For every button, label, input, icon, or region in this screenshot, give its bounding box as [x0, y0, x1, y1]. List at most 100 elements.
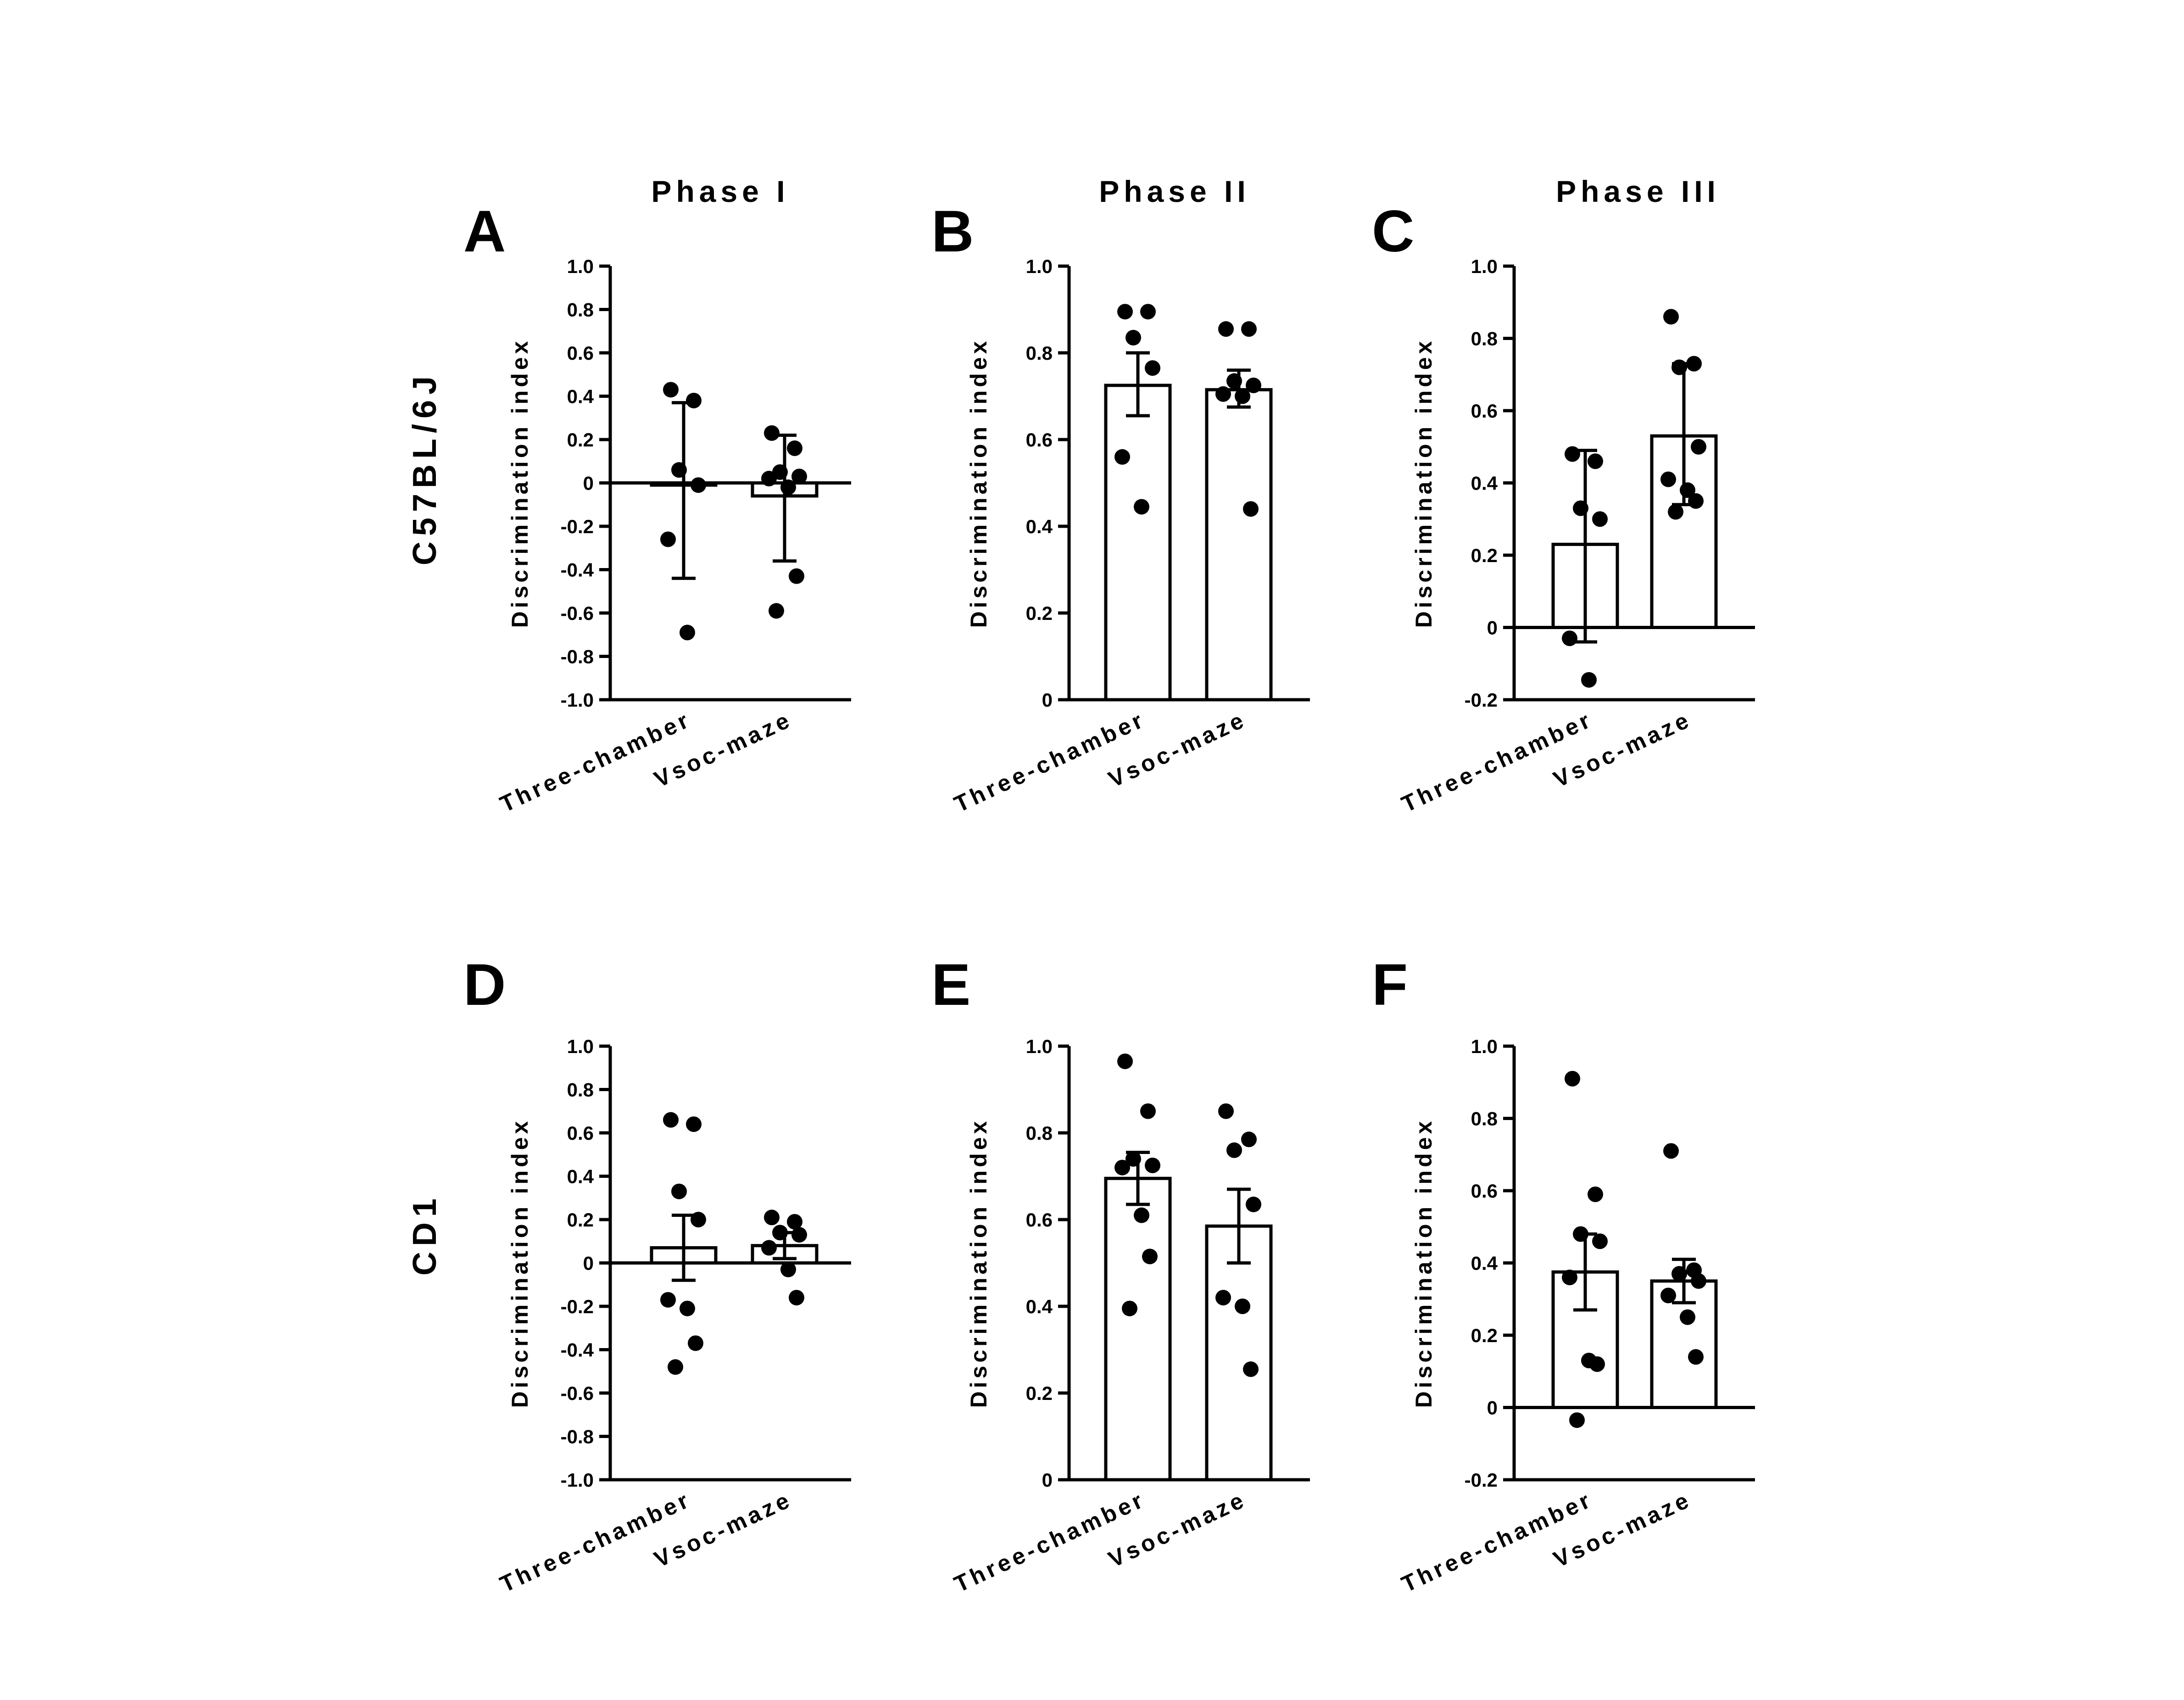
data-point	[1562, 630, 1577, 647]
y-tick-label: 0.8	[1026, 1122, 1053, 1144]
chart-panel-a: A Discrimination index -1.0 -0.8 -0.6 -0.4 -0.…	[463, 199, 851, 817]
data-point	[780, 1261, 796, 1277]
data-point	[1686, 356, 1702, 372]
y-axis-title: Discrimination index	[507, 1118, 533, 1408]
data-point	[1142, 1249, 1158, 1265]
y-tick-label: -0.6	[561, 1382, 594, 1404]
y-tick-label: 1.0	[567, 256, 594, 277]
row-label-cd1: CD1	[407, 1193, 443, 1276]
y-tick-label: 0	[1487, 1397, 1498, 1419]
data-point	[1588, 453, 1603, 469]
y-tick-label: 0.6	[1471, 1180, 1498, 1202]
data-point	[671, 1183, 687, 1199]
y-tick-label: -1.0	[561, 689, 594, 711]
data-point	[1145, 360, 1160, 376]
panel-letter: C	[1372, 199, 1414, 264]
y-tick-label: 0.8	[567, 299, 594, 321]
y-tick-label: 0	[1042, 1469, 1053, 1491]
data-point	[1663, 1143, 1679, 1159]
bar-three-chamber	[1104, 1176, 1172, 1482]
y-tick-label: 0.4	[1026, 516, 1053, 537]
data-point	[1117, 1053, 1133, 1070]
y-tick-label: -0.2	[561, 516, 594, 537]
data-point	[1671, 1266, 1687, 1282]
data-point	[1226, 1142, 1242, 1158]
data-point	[1226, 373, 1242, 389]
data-point	[1134, 499, 1149, 515]
y-tick-label: 0.6	[567, 342, 594, 364]
y-tick-label: -0.4	[561, 1339, 594, 1361]
data-point	[1569, 1412, 1585, 1428]
data-point	[791, 468, 807, 485]
y-tick-label: -0.8	[561, 646, 594, 668]
data-point	[660, 531, 676, 547]
y-tick-label: 1.0	[1471, 256, 1498, 277]
y-tick-label: 0.2	[1026, 602, 1053, 624]
data-point	[1235, 1299, 1250, 1314]
y-axis-title: Discrimination index	[1411, 338, 1437, 628]
data-point	[789, 568, 804, 584]
y-tick-label: 0.4	[567, 1166, 594, 1187]
data-point	[1573, 1226, 1588, 1242]
data-point	[691, 477, 706, 493]
bar-three-chamber	[1104, 384, 1172, 702]
data-point	[1241, 1131, 1257, 1148]
chart-panels: A Discrimination index -1.0 -0.8 -0.6 -0.4 -0.…	[463, 199, 1755, 1597]
bar-vsoc-maze	[1205, 388, 1273, 702]
data-point	[1145, 1157, 1160, 1173]
y-tick-label: 0.4	[1026, 1296, 1053, 1317]
phase-title-3: Phase III	[1556, 174, 1720, 208]
data-point	[1592, 1233, 1608, 1249]
data-point	[1691, 1273, 1706, 1289]
data-point	[1122, 1300, 1137, 1316]
panel-letter: A	[463, 199, 506, 264]
panel-letter: D	[463, 952, 506, 1018]
data-point	[1218, 1103, 1234, 1119]
data-point	[780, 479, 796, 495]
y-tick-label: -0.4	[561, 559, 594, 581]
y-tick-label: 0.8	[1471, 1108, 1498, 1130]
data-point	[1134, 1207, 1149, 1223]
data-point	[1215, 1290, 1231, 1306]
data-point	[686, 392, 702, 408]
y-tick-label: 0	[583, 473, 594, 494]
y-tick-label: 0	[583, 1253, 594, 1274]
panel-letter: E	[931, 952, 970, 1018]
data-point	[787, 1214, 802, 1230]
y-tick-label: 0	[1042, 689, 1053, 711]
data-point	[1241, 321, 1257, 337]
y-tick-label: -0.2	[1465, 1469, 1498, 1491]
data-point	[764, 425, 780, 441]
data-point	[1680, 482, 1695, 498]
data-point	[1246, 1196, 1261, 1212]
data-point	[761, 471, 777, 487]
data-point	[1589, 1356, 1605, 1372]
y-tick-label: 0.6	[567, 1122, 594, 1144]
data-point	[688, 1335, 703, 1351]
data-point	[1680, 1309, 1695, 1325]
data-point	[1246, 377, 1261, 393]
y-tick-label: 0.6	[1026, 429, 1053, 451]
data-point	[1243, 501, 1259, 517]
data-point	[1660, 1288, 1676, 1304]
y-tick-label: 0.6	[1471, 400, 1498, 422]
data-point	[1588, 1186, 1603, 1202]
data-point	[663, 1112, 679, 1128]
y-tick-label: 1.0	[567, 1036, 594, 1057]
data-point	[1565, 1070, 1580, 1087]
y-axis-title: Discrimination index	[966, 1118, 992, 1408]
data-point	[663, 382, 679, 398]
y-axis-title: Discrimination index	[1411, 1118, 1437, 1408]
panel-letter: B	[931, 199, 974, 264]
y-tick-label: 0	[1487, 617, 1498, 639]
data-point	[680, 1300, 695, 1316]
y-tick-label: 0.4	[567, 386, 594, 407]
data-point	[686, 1116, 702, 1132]
y-tick-label: 0.2	[567, 1209, 594, 1231]
y-tick-label: 0.4	[1471, 1253, 1498, 1274]
data-point	[1691, 439, 1706, 455]
data-point	[1140, 1103, 1156, 1119]
data-point	[1663, 309, 1679, 325]
data-point	[787, 440, 802, 456]
